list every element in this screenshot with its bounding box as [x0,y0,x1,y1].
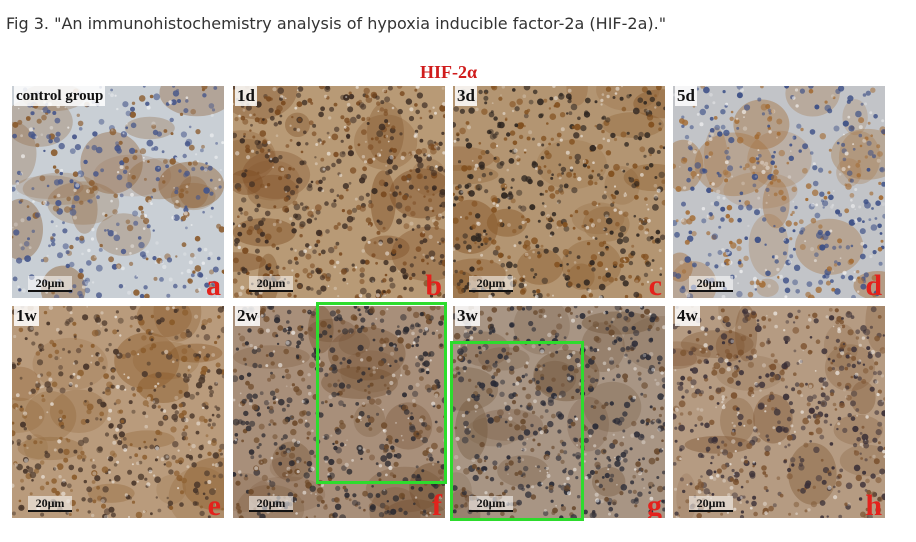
panel-tag: 2w [235,306,260,326]
highlight-box-g [450,341,584,521]
micrograph-image [453,86,665,298]
panel-b: 1d 20μm b [233,86,445,298]
panel-letter: h [865,489,882,518]
micrograph-image [673,306,885,518]
panel-tag: 3d [455,86,477,106]
scale-bar: 20μm [469,496,513,512]
panel-tag: 5d [675,86,697,106]
panel-letter: d [865,269,882,298]
panel-tag: 1w [14,306,39,326]
scale-bar: 20μm [249,496,293,512]
panel-letter: f [432,489,442,518]
panel-tag: 1d [235,86,257,106]
micrograph-image [233,86,445,298]
panel-c: 3d 20μm c [453,86,665,298]
panel-tag: control group [14,86,106,106]
micrograph-image [673,86,885,298]
panel-letter: b [425,269,442,298]
panel-d: 5d 20μm d [673,86,885,298]
micrograph-image [12,306,224,518]
scale-bar: 20μm [249,276,293,292]
panel-tag: 4w [675,306,700,326]
scale-bar: 20μm [469,276,513,292]
scale-bar: 20μm [28,276,72,292]
panel-letter: c [648,269,662,298]
scale-bar: 20μm [689,276,733,292]
panel-letter: g [647,489,662,518]
scale-bar: 20μm [28,496,72,512]
panel-tag: 3w [455,306,480,326]
figure-title: HIF-2α [420,62,478,82]
scale-bar: 20μm [689,496,733,512]
panel-e: 1w 20μm e [12,306,224,518]
panel-letter: a [206,269,221,298]
panel-letter: e [207,489,221,518]
panel-a: control group 20μm a [12,86,224,298]
figure-caption: Fig 3. "An immunohistochemistry analysis… [6,14,667,33]
highlight-box-f [316,302,447,484]
micrograph-image [12,86,224,298]
panel-h: 4w 20μm h [673,306,885,518]
